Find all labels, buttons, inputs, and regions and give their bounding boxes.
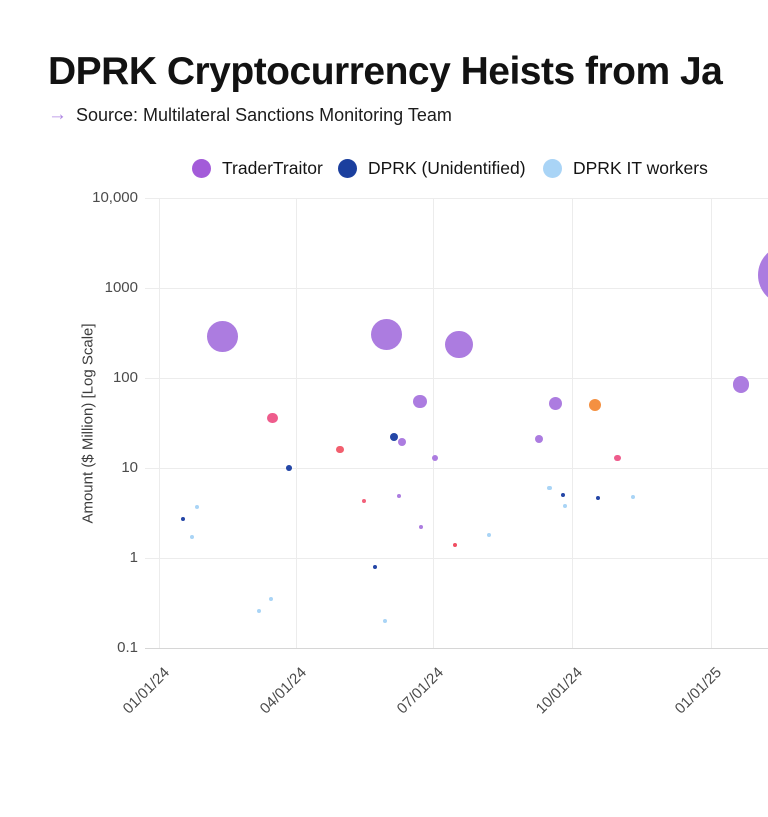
x-tick-label: 01/01/25 (671, 664, 726, 718)
data-point-bubble[interactable] (757, 244, 768, 305)
legend-item-tradertraitor[interactable]: TraderTraitor (192, 158, 323, 179)
data-point-bubble[interactable] (732, 376, 750, 393)
data-point-bubble[interactable] (630, 494, 635, 499)
data-point-bubble[interactable] (547, 485, 552, 491)
h-gridline (145, 198, 768, 199)
y-tick-label: 1000 (104, 279, 138, 296)
data-point-bubble[interactable] (285, 465, 292, 471)
data-point-bubble[interactable] (534, 434, 544, 444)
x-tick-label: 01/01/24 (119, 664, 174, 718)
data-point-bubble[interactable] (396, 493, 401, 498)
h-gridline (145, 288, 768, 289)
data-point-bubble[interactable] (362, 498, 367, 503)
data-point-bubble[interactable] (431, 454, 439, 461)
v-gridline (711, 198, 712, 648)
y-tick-label: 1 (129, 549, 138, 566)
data-point-bubble[interactable] (614, 454, 621, 461)
page-title: DPRK Cryptocurrency Heists from Ja (48, 50, 723, 93)
data-point-bubble[interactable] (266, 412, 278, 424)
data-point-bubble[interactable] (562, 503, 567, 508)
data-point-bubble[interactable] (397, 437, 406, 446)
data-point-bubble[interactable] (268, 597, 273, 602)
data-point-bubble[interactable] (549, 397, 563, 411)
data-point-bubble[interactable] (372, 564, 377, 569)
source-line: → Source: Multilateral Sanctions Monitor… (48, 104, 452, 126)
legend-label: DPRK (Unidentified) (368, 158, 526, 178)
data-point-bubble[interactable] (194, 504, 199, 509)
data-point-bubble[interactable] (390, 432, 399, 442)
data-point-bubble[interactable] (207, 321, 238, 352)
v-gridline (296, 198, 298, 648)
bubble-chart: Amount ($ Million) [Log Scale] 10,000 100… (79, 189, 768, 717)
v-gridline (159, 198, 160, 648)
v-gridline (433, 198, 435, 648)
data-point-bubble[interactable] (336, 446, 344, 454)
data-point-bubble[interactable] (487, 533, 492, 538)
h-gridline (145, 378, 768, 379)
source-text: Source: Multilateral Sanctions Monitorin… (76, 104, 452, 125)
h-gridline (145, 558, 768, 559)
data-point-bubble[interactable] (413, 394, 427, 409)
x-tick-label: 04/01/24 (256, 664, 311, 718)
data-point-bubble[interactable] (561, 493, 566, 498)
legend-item-dprk-it-workers[interactable]: DPRK IT workers (543, 158, 708, 179)
data-point-bubble[interactable] (181, 517, 186, 522)
y-axis-title: Amount ($ Million) [Log Scale] (79, 323, 97, 524)
data-point-bubble[interactable] (595, 495, 600, 500)
y-tick-label: 10 (121, 459, 138, 476)
legend-item-dprk-unidentified-[interactable]: DPRK (Unidentified) (338, 158, 526, 179)
legend-label: TraderTraitor (222, 158, 323, 178)
x-tick-label: 10/01/24 (532, 664, 587, 718)
data-point-bubble[interactable] (256, 608, 261, 613)
data-point-bubble[interactable] (588, 398, 602, 412)
legend-label: DPRK IT workers (573, 158, 708, 178)
y-tick-label: 10,000 (92, 189, 138, 206)
x-tick-label: 07/01/24 (394, 664, 448, 718)
y-tick-label: 100 (112, 369, 138, 386)
v-gridline (572, 198, 574, 648)
legend-dot-icon (543, 159, 562, 178)
arrow-right-icon: → (48, 104, 67, 125)
h-gridline (145, 468, 768, 469)
data-point-bubble[interactable] (383, 618, 388, 623)
legend-dot-icon (192, 159, 211, 178)
data-point-bubble[interactable] (419, 525, 424, 530)
legend-dot-icon (338, 159, 357, 178)
data-point-bubble[interactable] (452, 542, 457, 547)
data-point-bubble[interactable] (445, 330, 473, 359)
data-point-bubble[interactable] (190, 535, 195, 540)
y-tick-label: 0.1 (117, 639, 138, 656)
data-point-bubble[interactable] (371, 318, 403, 351)
h-gridline (145, 648, 768, 649)
